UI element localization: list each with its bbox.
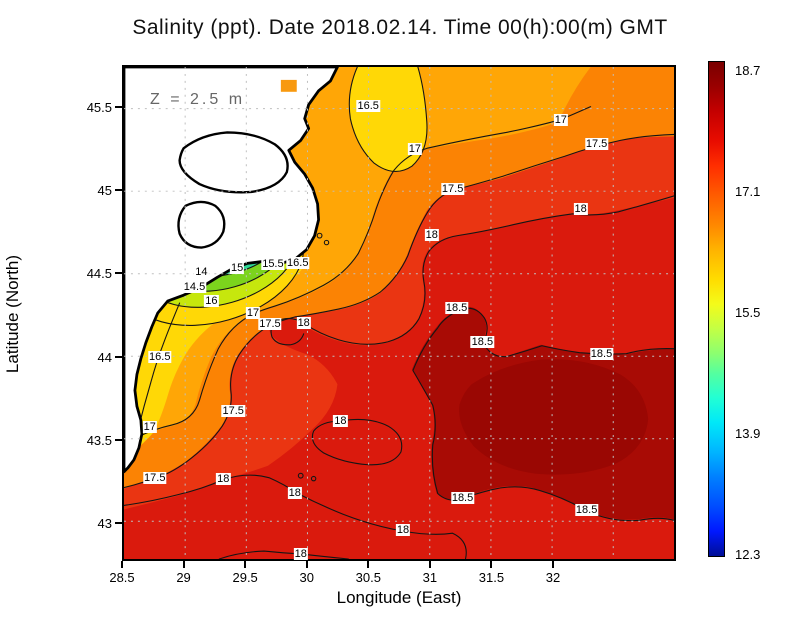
contour-label-17.5: 17.5: [221, 405, 245, 418]
zone-darkest-core: [459, 359, 649, 475]
contour-label-18: 18: [293, 548, 308, 561]
contour-label-17: 17: [245, 307, 261, 319]
contour-17p5: [124, 133, 674, 489]
x-tick-mark: [428, 561, 431, 568]
colorbar-tick-label: 17.1: [735, 184, 761, 199]
colorbar-tick-label: 12.3: [735, 547, 761, 562]
contour-label-16.5: 16.5: [286, 257, 310, 270]
y-tick-label: 44: [97, 349, 112, 365]
map-plot-area: Z = 2.5 m 16.5 17 17 17.5 17.5 18 18 15 15.5 16.5…: [122, 65, 676, 561]
colorbar-tick-label: 18.7: [735, 63, 761, 78]
y-tick-mark: [115, 106, 122, 108]
y-tick-mark: [115, 522, 122, 524]
x-tick-label: 30: [299, 570, 314, 585]
y-tick-mark: [115, 189, 122, 192]
contour-label-17.5: 17.5: [584, 138, 609, 151]
contour-label-16: 16: [204, 295, 219, 308]
contour-label-17: 17: [142, 421, 157, 434]
contour-label-17: 17: [553, 113, 568, 126]
contour-label-18.5: 18.5: [574, 504, 599, 517]
salinity-contour-map: [124, 67, 674, 559]
x-tick-label: 28.5: [109, 570, 135, 585]
islet-contour-3: [297, 472, 304, 479]
contour-label-18.5: 18.5: [450, 491, 475, 504]
contour-label-14: 14: [194, 266, 209, 279]
x-tick-mark: [305, 561, 308, 568]
x-tick-mark: [182, 561, 185, 568]
sea-cell-in-delta: [280, 79, 297, 92]
chart-title: Salinity (ppt). Date 2018.02.14. Time 00…: [132, 16, 668, 39]
depth-annotation: Z = 2.5 m: [150, 91, 246, 108]
x-tick-mark: [244, 561, 247, 568]
islet-contour-2: [323, 239, 330, 246]
colorbar: [708, 61, 725, 557]
contour-label-18: 18: [216, 472, 231, 485]
contour-18p5: [412, 307, 674, 522]
x-tick-label: 30.5: [355, 570, 381, 585]
contour-label-16.5: 16.5: [148, 350, 172, 363]
y-tick-label: 43.5: [86, 432, 112, 448]
contour-label-18.5: 18.5: [444, 302, 469, 315]
x-tick-label: 29.5: [232, 570, 258, 585]
y-tick-mark: [115, 355, 122, 358]
y-tick-mark: [115, 272, 122, 275]
y-tick-mark: [115, 438, 122, 441]
contour-label-14.5: 14.5: [182, 281, 207, 294]
x-tick-mark: [552, 561, 554, 568]
contour-label-17: 17: [407, 143, 422, 156]
contour-18-bottom: [218, 550, 349, 559]
x-tick-label: 31.5: [478, 570, 505, 585]
x-tick-label: 32: [545, 570, 561, 585]
contour-label-17.5: 17.5: [440, 183, 465, 195]
y-tick-label: 45: [97, 183, 112, 199]
x-tick-label: 31: [422, 570, 438, 585]
y-axis-title: Latitude (North): [3, 254, 22, 374]
x-tick-mark: [367, 561, 370, 568]
contour-label-17.5: 17.5: [258, 317, 282, 330]
contour-label-17.5: 17.5: [143, 471, 167, 484]
contour-label-16.5: 16.5: [356, 99, 380, 112]
y-tick-label: 44.5: [86, 266, 112, 282]
contour-label-18.5: 18.5: [470, 335, 495, 348]
contour-label-18.5: 18.5: [589, 347, 614, 360]
y-tick-label: 43: [97, 516, 112, 531]
contour-label-18: 18: [573, 202, 588, 215]
x-tick-label: 29: [176, 570, 191, 585]
islet-contour-1: [316, 232, 323, 239]
contour-17: [124, 106, 592, 445]
colorbar-tick-label: 13.9: [735, 426, 761, 441]
contour-label-18: 18: [296, 316, 311, 329]
y-tick-label: 45.5: [86, 100, 112, 115]
x-tick-mark: [121, 561, 123, 568]
contour-18-upper: [270, 195, 674, 346]
graticule: [124, 67, 674, 559]
contour-label-15: 15: [230, 262, 245, 275]
contour-label-18: 18: [395, 524, 411, 537]
lagoon-large: [178, 131, 289, 194]
contour-label-15.5: 15.5: [261, 258, 285, 271]
lagoon-small: [177, 200, 226, 249]
islet-contour-4: [310, 475, 317, 482]
x-axis-title: Longitude (East): [336, 588, 462, 607]
contour-label-18: 18: [424, 228, 439, 241]
contour-label-18: 18: [287, 486, 302, 499]
colorbar-tick-label: 15.5: [735, 305, 761, 320]
contour-label-18: 18: [333, 415, 348, 428]
x-tick-mark: [490, 561, 493, 568]
